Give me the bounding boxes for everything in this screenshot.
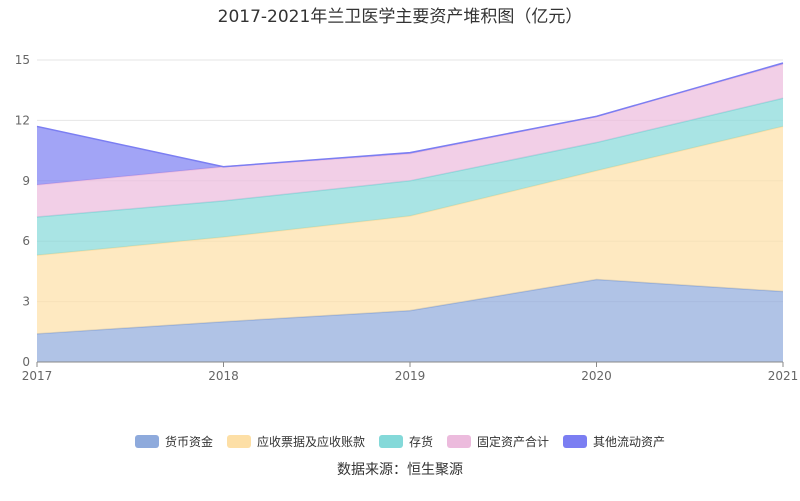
y-tick-label: 3 [22,295,30,309]
legend-label: 货币资金 [164,435,213,449]
area-series-1 [37,279,783,362]
series-line-5 [36,62,784,168]
x-tick-label: 2019 [395,369,426,383]
chart-title: 2017-2021年兰卫医学主要资产堆积图（亿元） [217,7,583,27]
y-tick-label: 0 [22,355,30,369]
area-series [36,62,784,362]
y-tick-label: 6 [22,234,30,248]
x-tick-label: 2021 [768,369,799,383]
legend-item[interactable]: 货币资金 [134,433,213,450]
legend-label: 其他流动资产 [593,435,666,449]
x-tick-label: 2017 [22,369,53,383]
legend-swatch [134,435,159,448]
legend-swatch [447,435,471,448]
y-tick-label: 12 [15,113,30,127]
legend-swatch [378,435,403,448]
y-tick-label: 15 [15,53,30,67]
legend-swatch [563,435,588,448]
legend: 货币资金 应收票据及应收账款 存货 固定资产合计 其他流动资产 [0,433,800,450]
legend-swatch [226,435,251,448]
area-series-5 [37,63,783,185]
legend-item[interactable]: 固定资产合计 [447,433,549,450]
legend-item[interactable]: 应收票据及应收账款 [226,433,365,450]
x-tick-label: 2018 [208,369,239,383]
area-series-4 [37,64,783,218]
legend-label: 固定资产合计 [477,435,550,449]
legend-label: 应收票据及应收账款 [256,435,365,449]
axes: 0 3 6 9 12 15 2017 2018 2019 2020 2021 [15,53,799,383]
legend-label: 存货 [408,435,433,449]
area-series-3 [37,98,783,256]
data-source: 数据来源：恒生聚源 [337,462,463,478]
area-series-2 [37,126,783,334]
x-tick-label: 2020 [581,369,612,383]
legend-item[interactable]: 其他流动资产 [563,433,665,450]
y-tick-label: 9 [22,174,30,188]
legend-item[interactable]: 存货 [378,433,433,450]
